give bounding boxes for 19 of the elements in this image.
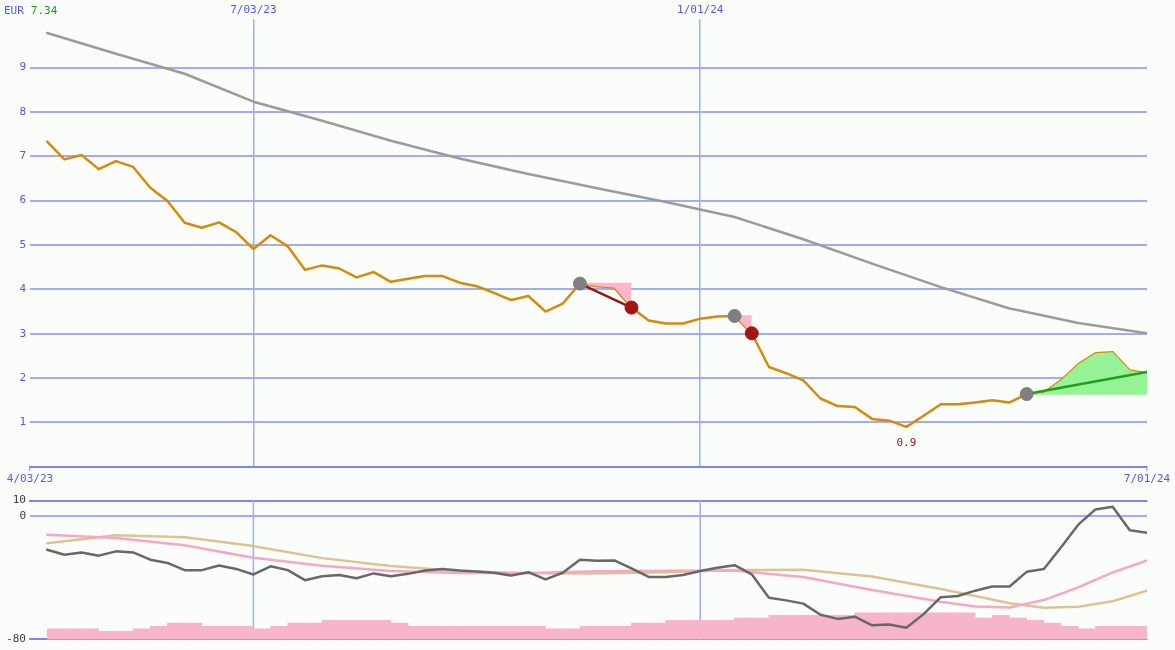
y-tick-label: 8 (19, 104, 26, 118)
x2-tick-label: 7/03/23 (230, 3, 277, 17)
y-tick-label: 3 (19, 326, 26, 340)
x-tick-label: 7/01/24 (1123, 472, 1171, 486)
x-tick-label: 4/03/23 (6, 472, 54, 486)
y-tick-label: 4 (19, 282, 27, 296)
y-tick-label: 10 (12, 493, 26, 507)
y-tick-label: 2 (19, 370, 26, 384)
y-axis-title: EUR (4, 4, 25, 18)
y-tick-label: 0 (19, 508, 26, 522)
y-tick-label: 5 (19, 237, 26, 251)
text: 7.34 (30, 4, 58, 18)
y-tick-label: -80 (6, 632, 26, 646)
x2-tick-label: 1/01/24 (677, 3, 724, 17)
y-tick-label: 9 (19, 60, 26, 74)
y-tick-label: 7 (19, 149, 26, 163)
y-tick-label: 6 (19, 193, 26, 207)
annotation: 0.9 (896, 435, 917, 449)
y-tick-label: 1 (19, 415, 26, 429)
